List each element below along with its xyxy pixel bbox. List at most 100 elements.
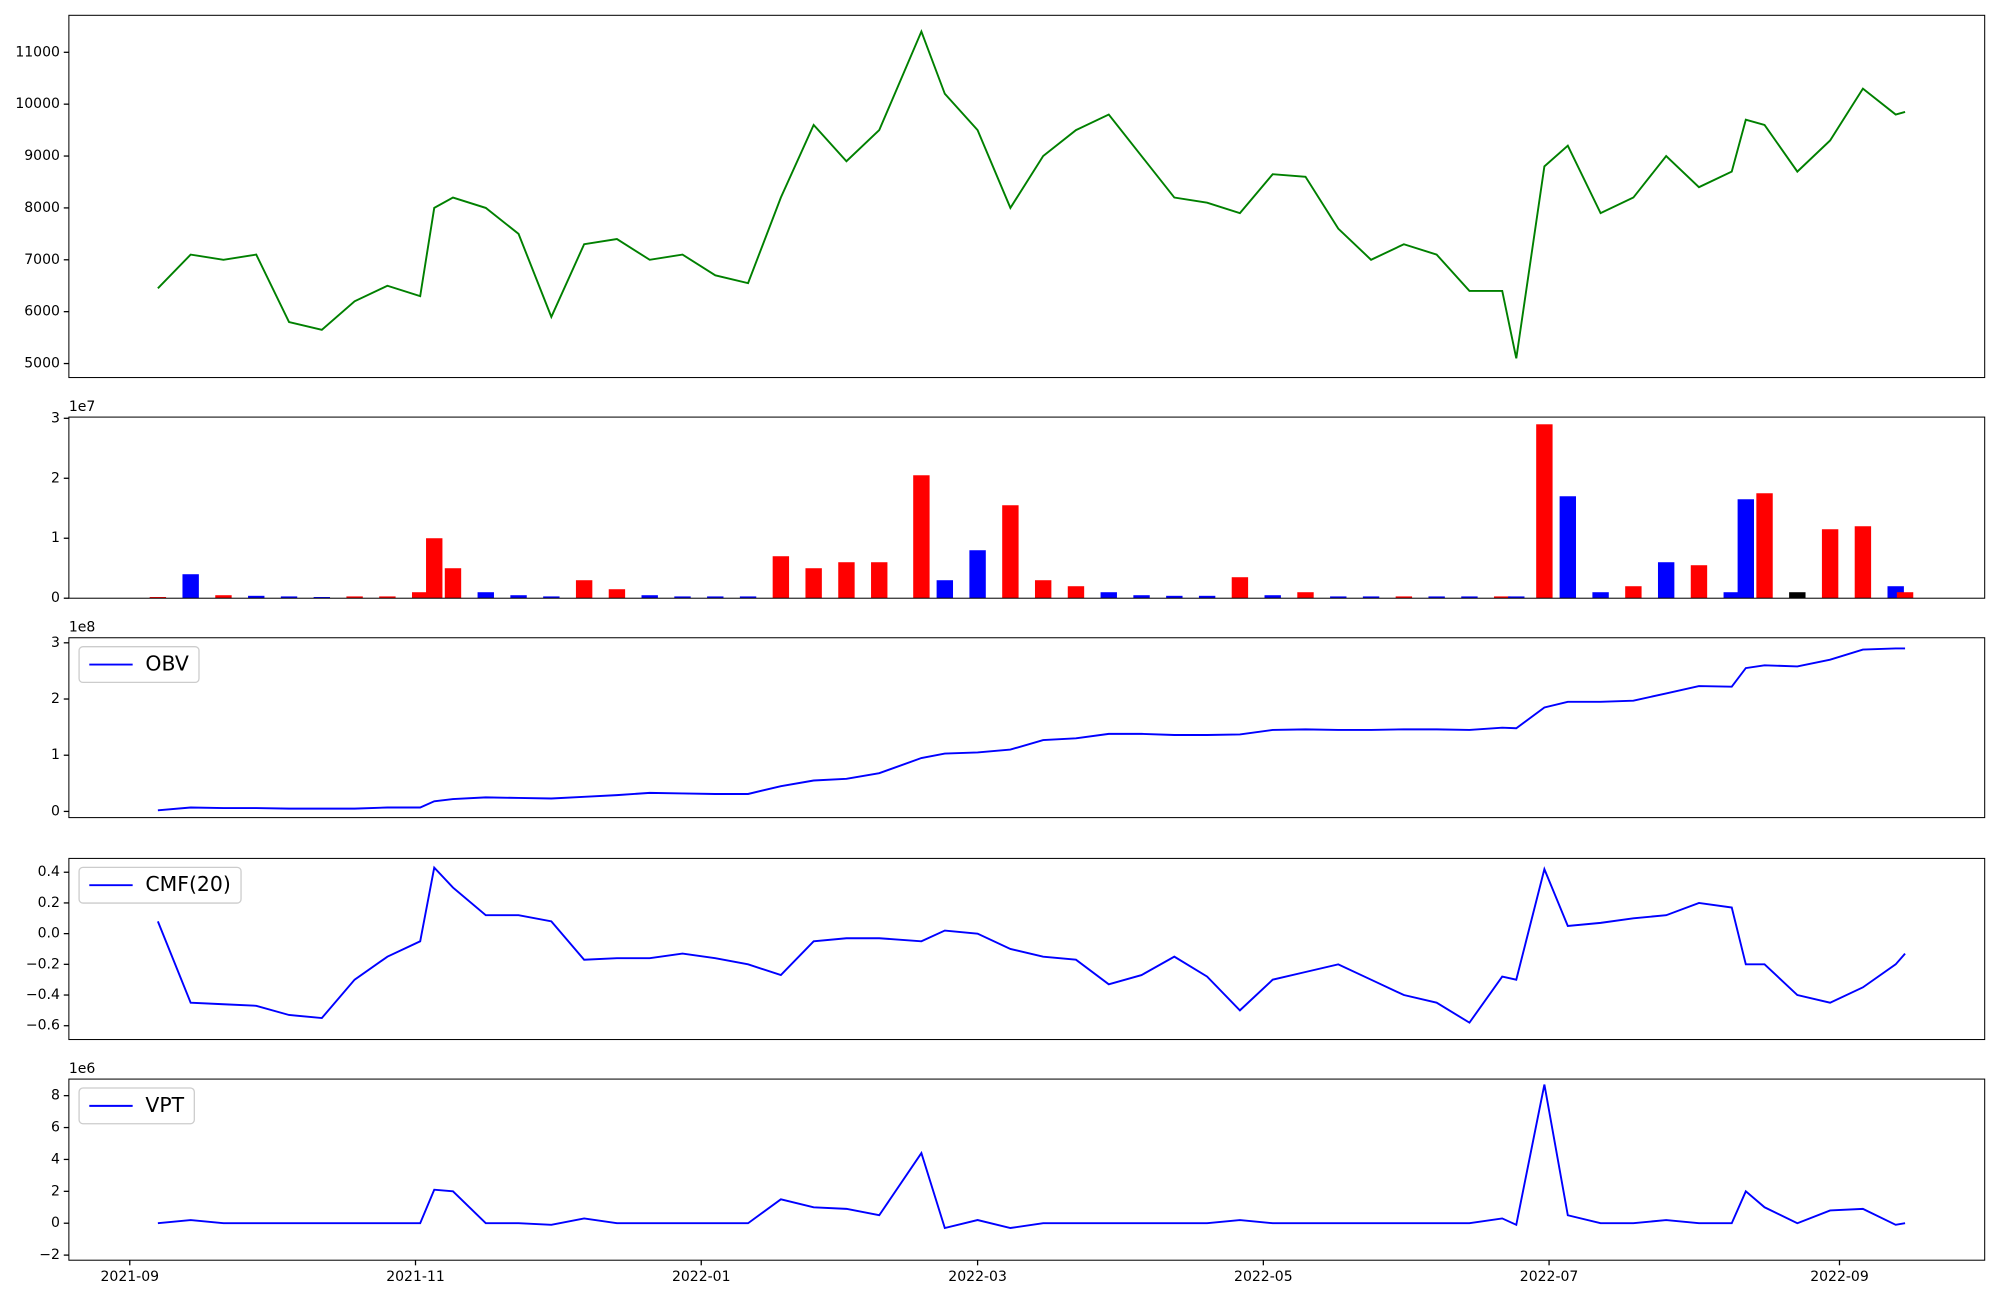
legend-box [78, 646, 200, 684]
plot-frame [68, 416, 1986, 599]
x-tick-label: 2021-09 [100, 1269, 159, 1285]
bar [1067, 586, 1085, 599]
bar [411, 592, 429, 599]
y-tick-label: 8000 [24, 200, 60, 216]
bar [1428, 596, 1445, 599]
y-tick-label: 2 [51, 691, 60, 707]
y-tick-label: 0 [51, 1215, 60, 1231]
bar [1002, 505, 1019, 599]
bar [739, 596, 757, 599]
line [157, 1084, 1906, 1230]
x-tick-label: 2022-07 [1520, 1269, 1579, 1285]
y-tick-label: 3 [51, 410, 60, 426]
bar [1231, 577, 1249, 599]
bar [280, 596, 298, 599]
bar [674, 596, 691, 599]
y-tick-label: 4 [51, 1151, 60, 1167]
bar [1536, 424, 1553, 599]
bar [444, 568, 462, 599]
bar [149, 597, 167, 599]
y-tick-label: 6000 [24, 304, 60, 320]
y-tick-label: 0 [51, 590, 60, 606]
bar [838, 562, 855, 599]
bar [936, 580, 954, 599]
legend-box [78, 866, 242, 904]
bar [871, 562, 888, 599]
y-tick-label: 0.2 [38, 895, 60, 911]
bar [313, 597, 331, 599]
y-tick-label: −0.4 [26, 987, 60, 1003]
bar [1789, 592, 1806, 599]
bar [1330, 596, 1347, 599]
bar [1297, 592, 1314, 599]
y-tick-label: 5000 [24, 356, 60, 372]
bar [346, 596, 363, 599]
bar [913, 475, 930, 599]
bar [772, 556, 790, 599]
bar [1887, 586, 1904, 599]
y-tick-label: 2 [51, 470, 60, 486]
bar [1723, 592, 1740, 599]
bar [1034, 580, 1052, 599]
bar [1896, 592, 1914, 599]
bar [575, 580, 593, 599]
y-offset-label: 1e8 [69, 620, 95, 636]
x-tick-label: 2021-11 [386, 1269, 445, 1285]
bar [1756, 493, 1773, 599]
bar [1625, 586, 1642, 599]
bar [1461, 596, 1478, 599]
y-tick-label: 1 [51, 747, 60, 763]
y-tick-label: 0 [51, 803, 60, 819]
x-tick-label: 2022-01 [672, 1269, 731, 1285]
y-tick-label: 0.0 [38, 926, 60, 942]
y-tick-label: −2 [39, 1247, 60, 1263]
y-tick-label: −0.2 [26, 956, 60, 972]
bar [1494, 596, 1511, 599]
bar [182, 574, 199, 599]
plot-frame [68, 857, 1986, 1041]
bar [543, 596, 560, 599]
bar [215, 595, 232, 599]
legend-label: CMF(20) [145, 872, 230, 896]
y-tick-label: 2 [51, 1183, 60, 1199]
y-tick-label: 7000 [24, 252, 60, 268]
y-tick-label: 1 [51, 530, 60, 546]
bar [641, 595, 658, 599]
bar [1690, 565, 1708, 599]
bar [1854, 526, 1872, 599]
line [157, 28, 1906, 359]
bar [805, 568, 822, 599]
y-offset-label: 1e6 [69, 1061, 96, 1077]
y-tick-label: −0.6 [26, 1018, 60, 1034]
bar [1133, 595, 1150, 599]
legend-label: VPT [145, 1093, 184, 1117]
y-tick-label: 3 [51, 635, 60, 651]
y-offset-label: 1e7 [69, 399, 95, 415]
bar [608, 589, 626, 599]
bar [379, 596, 396, 599]
line [156, 865, 1906, 1024]
bar [1100, 592, 1117, 599]
bar [510, 595, 527, 599]
bar [1166, 595, 1183, 599]
bar [969, 550, 986, 599]
bar [707, 596, 724, 599]
y-tick-label: 9000 [24, 148, 60, 164]
plot-frame [68, 1078, 1986, 1261]
bar [1395, 596, 1413, 599]
bar [1559, 496, 1577, 599]
plot-frame [68, 637, 1986, 819]
legend-label: OBV [145, 652, 188, 676]
bar [1508, 596, 1525, 599]
x-tick-label: 2022-05 [1234, 1269, 1293, 1285]
y-tick-label: 8 [51, 1088, 60, 1104]
x-tick-label: 2022-09 [1810, 1269, 1869, 1285]
legend-box [78, 1087, 195, 1125]
y-tick-label: 6 [51, 1120, 60, 1136]
x-tick-label: 2022-03 [948, 1269, 1007, 1285]
bar [248, 595, 265, 599]
y-tick-label: 0.4 [38, 864, 60, 880]
y-tick-label: 10000 [15, 96, 60, 112]
bar [1592, 592, 1609, 599]
